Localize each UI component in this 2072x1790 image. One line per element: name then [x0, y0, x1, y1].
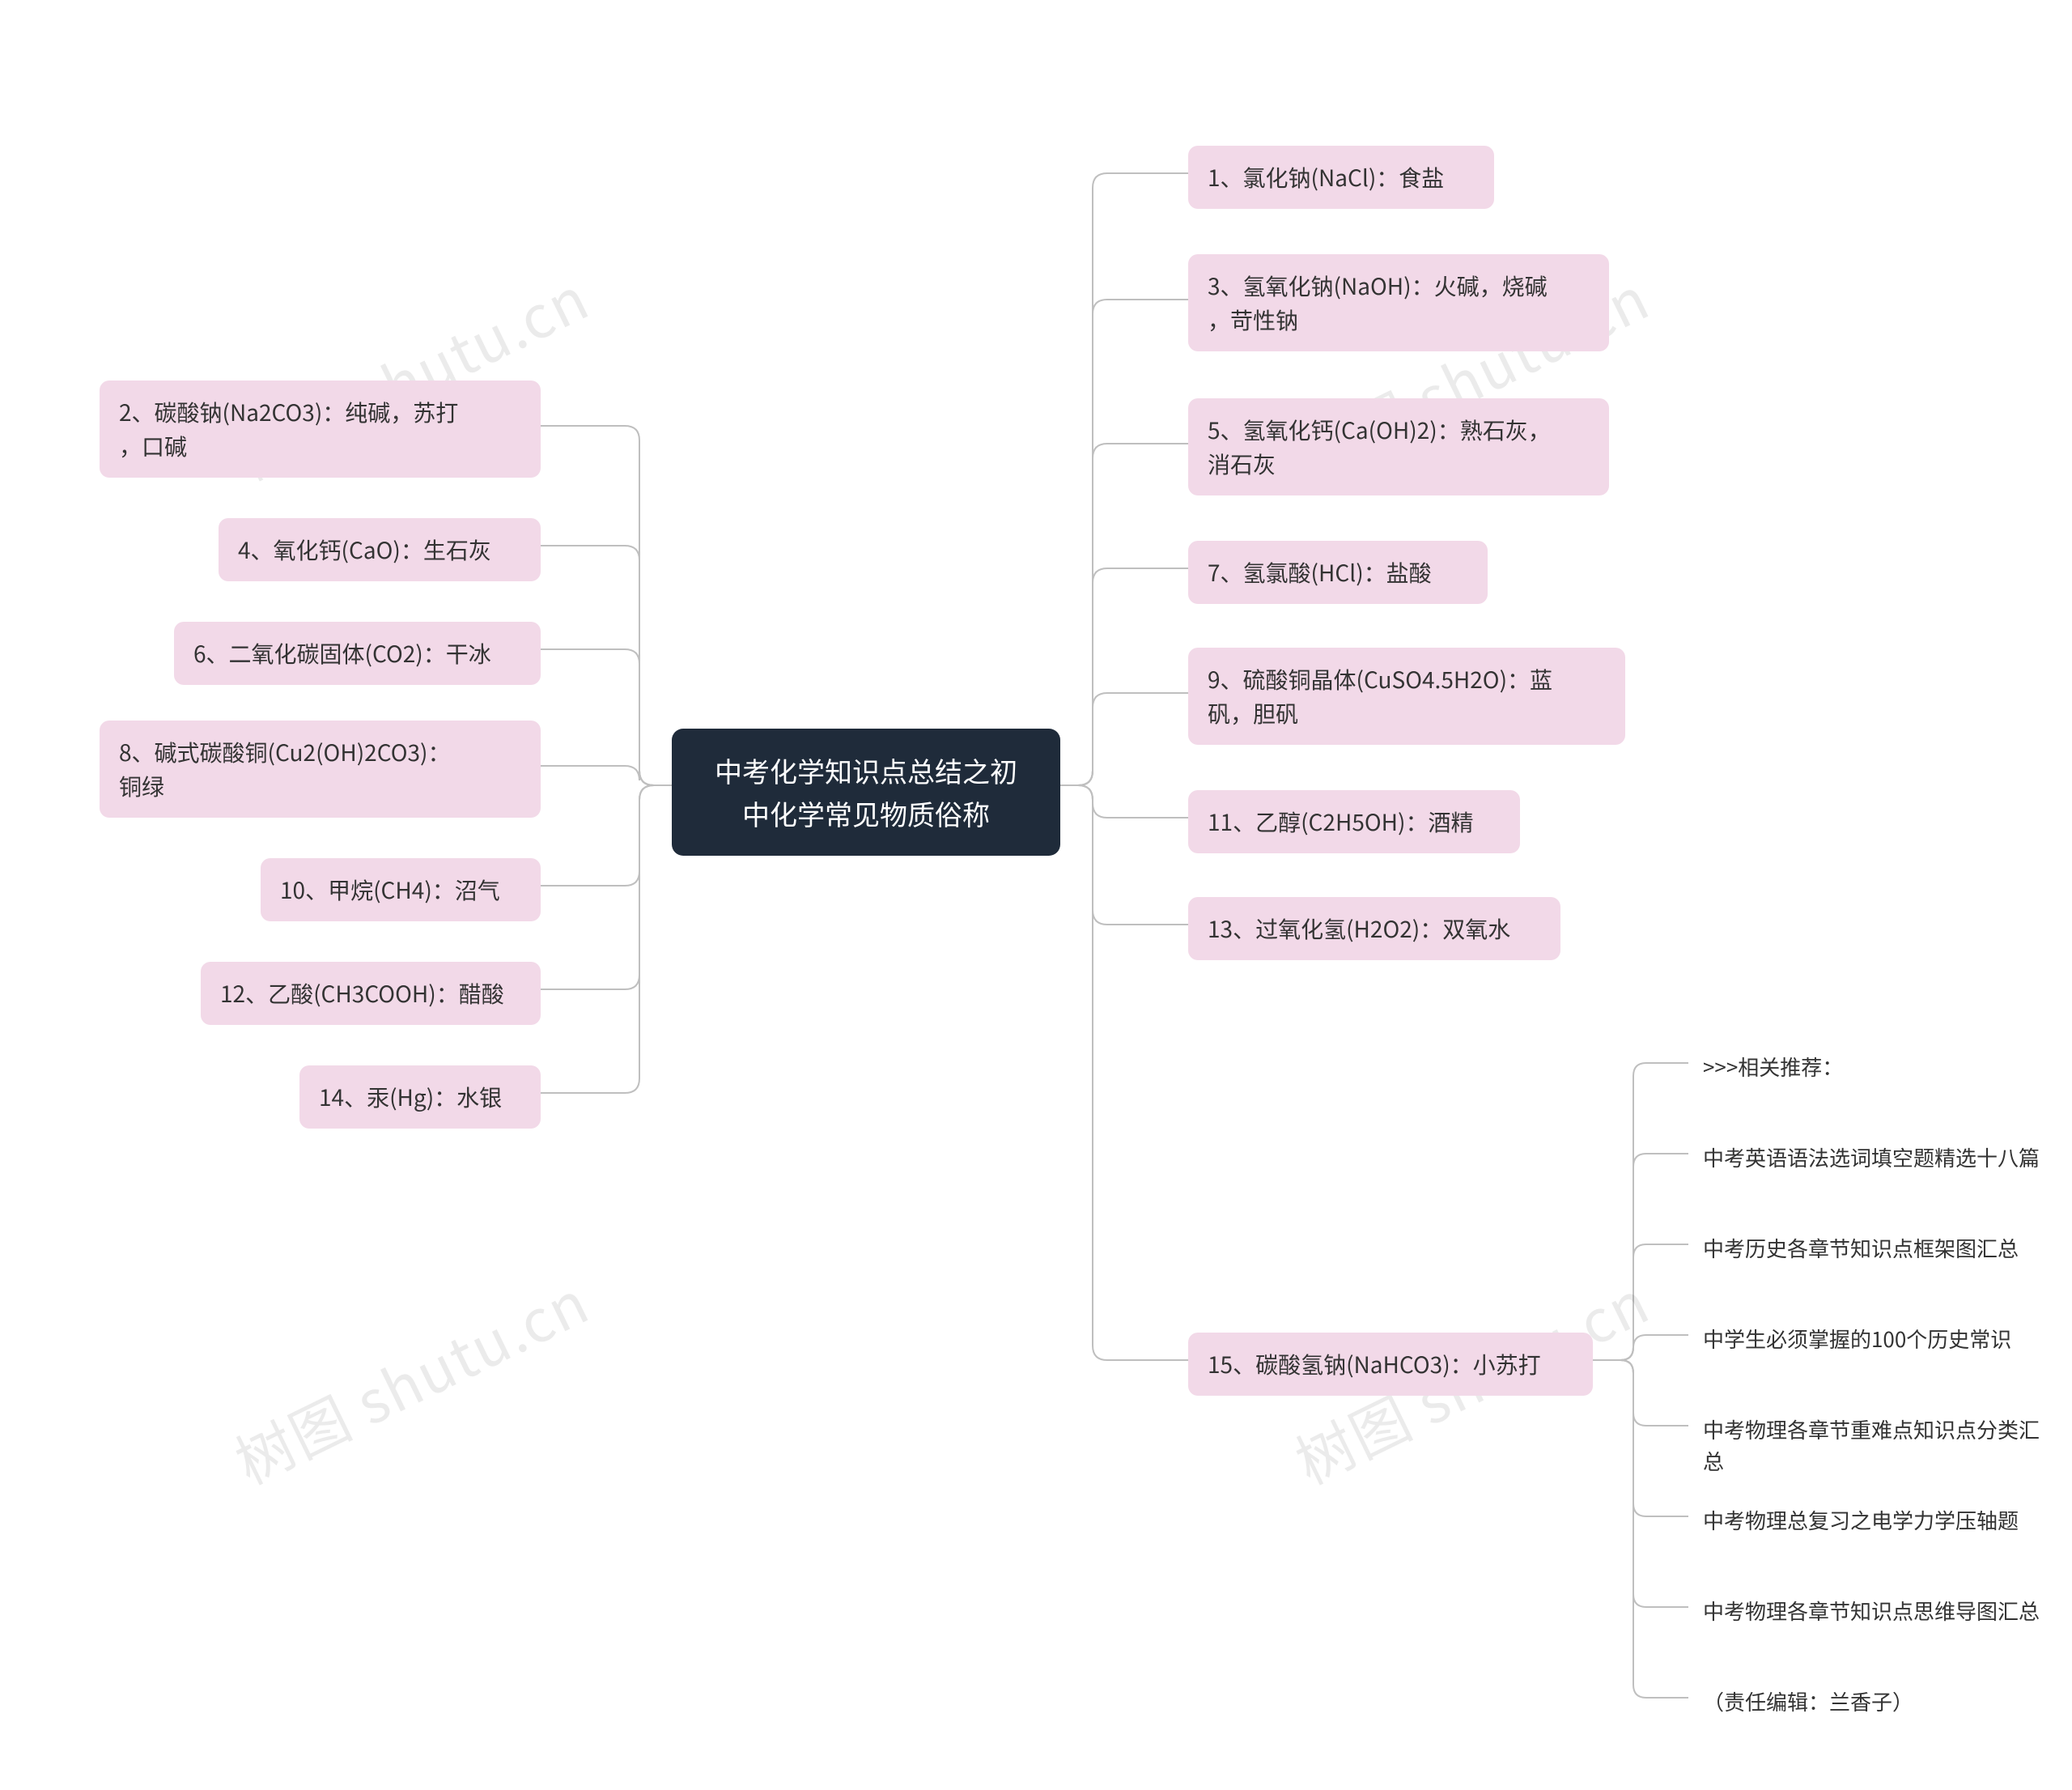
center-topic: 中考化学知识点总结之初中化学常见物质俗称 — [672, 729, 1060, 856]
leaf-r15-0: >>>相关推荐： — [1688, 1041, 1858, 1092]
right-node-r5: 5、氢氧化钙(Ca(OH)2)：熟石灰，消石灰 — [1188, 398, 1609, 495]
left-node-l10: 10、甲烷(CH4)：沼气 — [261, 858, 541, 921]
leaf-r15-3: 中学生必须掌握的100个历史常识 — [1688, 1313, 2026, 1364]
leaf-r15-5: 中考物理总复习之电学力学压轴题 — [1688, 1495, 2033, 1546]
leaf-r15-1: 中考英语语法选词填空题精选十八篇 — [1688, 1132, 2054, 1183]
watermark: 树图 shutu.cn — [219, 1256, 601, 1500]
right-node-r1: 1、氯化钠(NaCl)：食盐 — [1188, 146, 1494, 209]
left-node-l6: 6、二氧化碳固体(CO2)：干冰 — [174, 622, 541, 685]
right-node-r3: 3、氢氧化钠(NaOH)：火碱，烧碱，苛性钠 — [1188, 254, 1609, 351]
right-node-r7: 7、氢氯酸(HCl)：盐酸 — [1188, 541, 1488, 604]
leaf-r15-7: （责任编辑：兰香子） — [1688, 1676, 1928, 1727]
right-node-r15: 15、碳酸氢钠(NaHCO3)：小苏打 — [1188, 1333, 1593, 1396]
left-node-l2: 2、碳酸钠(Na2CO3)：纯碱，苏打，口碱 — [100, 381, 541, 478]
leaf-r15-2: 中考历史各章节知识点框架图汇总 — [1688, 1222, 2033, 1273]
left-node-l14: 14、汞(Hg)：水银 — [299, 1065, 541, 1129]
left-node-l8: 8、碱式碳酸铜(Cu2(OH)2CO3)：铜绿 — [100, 721, 541, 818]
right-node-r11: 11、乙醇(C2H5OH)：酒精 — [1188, 790, 1520, 853]
left-node-l12: 12、乙酸(CH3COOH)：醋酸 — [201, 962, 541, 1025]
leaf-r15-4: 中考物理各章节重难点知识点分类汇总 — [1688, 1404, 2072, 1486]
leaf-r15-6: 中考物理各章节知识点思维导图汇总 — [1688, 1585, 2054, 1636]
right-node-r9: 9、硫酸铜晶体(CuSO4.5H2O)：蓝矾，胆矾 — [1188, 648, 1625, 745]
left-node-l4: 4、氧化钙(CaO)：生石灰 — [219, 518, 541, 581]
right-node-r13: 13、过氧化氢(H2O2)：双氧水 — [1188, 897, 1560, 960]
mindmap-canvas: 树图 shutu.cn树图 shutu.cn树图 shutu.cn树图 shut… — [0, 0, 2072, 1790]
